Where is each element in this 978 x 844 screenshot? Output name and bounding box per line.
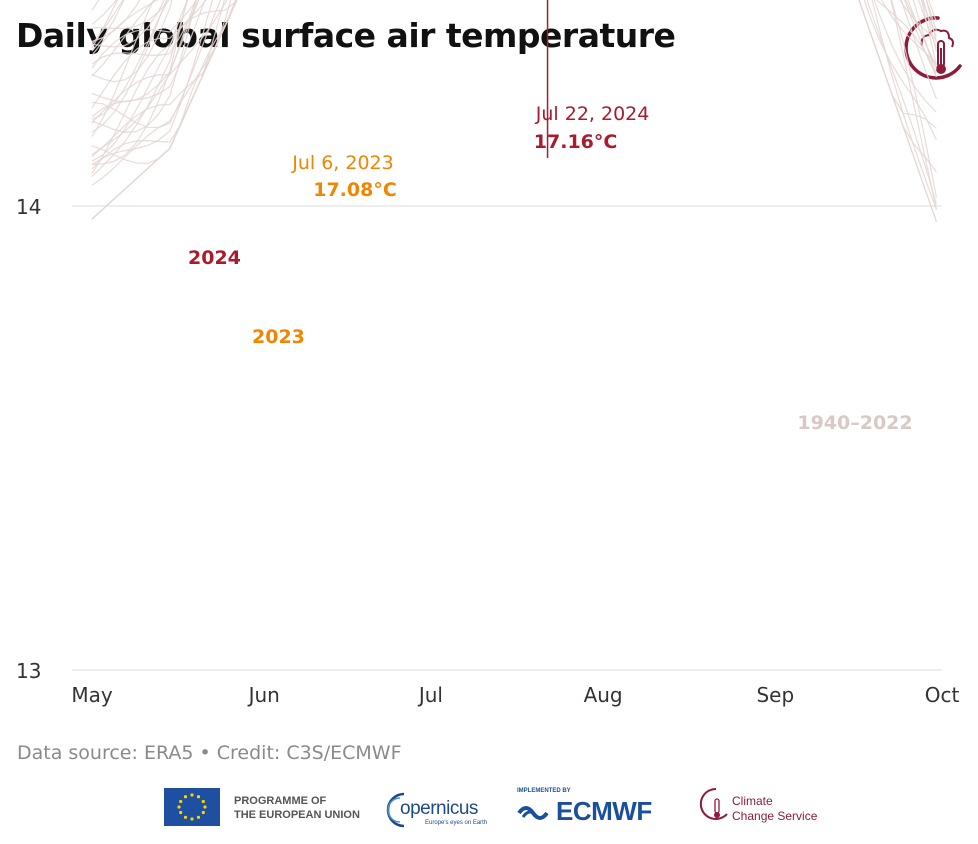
copernicus-tagline: Europe's eyes on Earth <box>425 820 488 826</box>
historical-line-1944 <box>91 0 937 222</box>
historical-line-1958 <box>91 0 937 162</box>
y-tick-label-13: 13 <box>16 659 41 683</box>
series-label-historical: 1940–2022 <box>797 412 912 434</box>
copernicus-logo-icon <box>386 792 405 828</box>
historical-line-1960 <box>91 0 937 109</box>
historical-line-1955 <box>91 0 937 113</box>
partner-logos: PROGRAMME OF THE EUROPEAN UNION opernicu… <box>0 780 978 836</box>
eu-flag-icon <box>164 788 220 826</box>
x-tick-label-sep: Sep <box>756 683 794 707</box>
data-source-credit: Data source: ERA5 • Credit: C3S/ECMWF <box>17 742 402 764</box>
historical-line-1943 <box>91 0 937 220</box>
historical-line-1940 <box>91 0 937 220</box>
historical-line-1947 <box>91 0 937 165</box>
ecmwf-implemented-label: IMPLEMENTED BY <box>517 788 571 794</box>
c3s-wordmark: Climate Change Service <box>732 794 818 823</box>
historical-line-1950 <box>91 0 937 158</box>
historical-line-1956 <box>91 0 937 65</box>
x-tick-label-oct: Oct <box>925 683 960 707</box>
copernicus-wordmark: opernicus <box>400 798 478 819</box>
ecmwf-wordmark: ECMWF <box>556 796 652 826</box>
temperature-chart: 1314151617°CMayJunJulAugSepOct2024202319… <box>16 0 959 707</box>
historical-line-1953 <box>91 0 937 166</box>
historical-line-1949 <box>91 0 937 205</box>
c3s-small-logo-icon <box>699 787 728 820</box>
ecmwf-logo-icon <box>517 806 549 820</box>
eu-programme-label: PROGRAMME OF THE EUROPEAN UNION <box>234 795 360 821</box>
annotation-2024-date: Jul 22, 2024 <box>535 103 650 125</box>
historical-line-1945 <box>91 0 937 222</box>
historical-line-1948 <box>91 0 937 173</box>
x-tick-label-may: May <box>71 683 113 707</box>
x-tick-label-jul: Jul <box>417 683 443 707</box>
x-tick-label-jun: Jun <box>247 683 280 707</box>
x-tick-label-aug: Aug <box>584 683 623 707</box>
historical-line-1965 <box>91 0 169 120</box>
annotation-2023-date: Jul 6, 2023 <box>291 152 394 174</box>
historical-line-1952 <box>91 0 937 170</box>
y-tick-label-14: 14 <box>16 195 41 219</box>
annotation-2024-value: 17.16°C <box>534 131 618 153</box>
series-label-2023: 2023 <box>252 326 305 348</box>
historical-line-1951 <box>91 0 937 186</box>
historical-line-1973 <box>91 0 159 56</box>
historical-line-1959 <box>91 0 200 103</box>
historical-line-1942 <box>91 0 937 220</box>
chart-labels: 1314151617°CMayJunJulAugSepOct2024202319… <box>16 0 959 707</box>
historical-line-1957 <box>91 0 937 165</box>
historical-line-1941 <box>91 0 937 220</box>
historical-line-1981 <box>91 0 125 52</box>
historical-lines-1940-2022 <box>91 0 937 222</box>
series-label-2024: 2024 <box>188 247 241 269</box>
gridlines <box>72 205 942 671</box>
annotation-2023-value: 17.08°C <box>313 179 397 201</box>
